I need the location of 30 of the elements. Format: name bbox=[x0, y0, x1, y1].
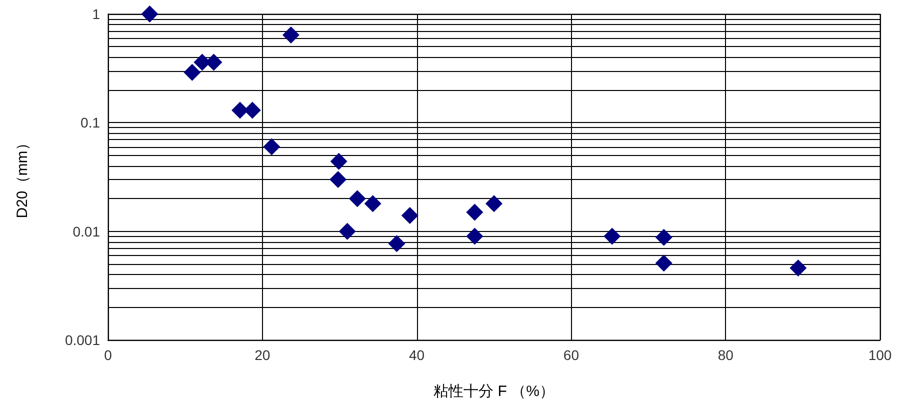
y-tick-label: 0.1 bbox=[80, 114, 100, 131]
point bbox=[790, 259, 807, 276]
point bbox=[330, 170, 347, 188]
point bbox=[330, 152, 348, 170]
point bbox=[604, 228, 621, 245]
x-tick-label: 40 bbox=[409, 347, 425, 363]
x-tick-label: 100 bbox=[868, 347, 892, 363]
y-axis-title: D20（mm） bbox=[14, 136, 31, 218]
y-tick-label: 1 bbox=[92, 6, 100, 22]
point bbox=[184, 64, 201, 81]
point bbox=[466, 204, 484, 221]
x-tick-label: 20 bbox=[254, 347, 270, 363]
x-tick-label: 60 bbox=[563, 347, 580, 363]
point bbox=[466, 228, 484, 245]
point bbox=[388, 235, 406, 252]
x-tick-label: 80 bbox=[718, 347, 734, 363]
point bbox=[655, 254, 672, 272]
point bbox=[486, 195, 502, 212]
point bbox=[401, 206, 418, 224]
point bbox=[141, 6, 158, 22]
y-tick-label: 0.001 bbox=[64, 332, 100, 348]
x-axis-title: 粘性十分 F （%） bbox=[434, 383, 554, 400]
point bbox=[655, 228, 672, 246]
point bbox=[364, 195, 382, 212]
y-tick-label: 0.01 bbox=[72, 223, 100, 240]
point bbox=[263, 138, 280, 156]
x-tick-label: 0 bbox=[104, 347, 112, 363]
point bbox=[282, 26, 300, 44]
point bbox=[338, 222, 356, 240]
point bbox=[348, 190, 366, 208]
